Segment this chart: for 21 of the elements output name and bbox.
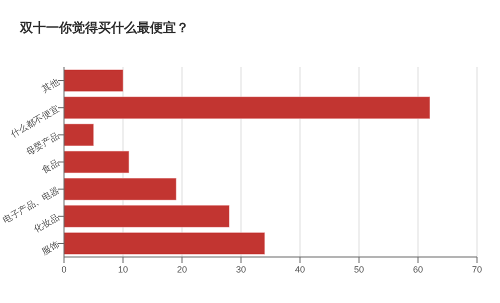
bar bbox=[64, 178, 176, 200]
chart-title: 双十一你觉得买什么最便宜？ bbox=[19, 20, 189, 36]
y-tick-label: 母婴产品 bbox=[24, 130, 61, 158]
x-tick-label: 0 bbox=[61, 264, 67, 274]
x-tick-label: 60 bbox=[412, 264, 424, 274]
y-tick-label: 服饰 bbox=[40, 239, 61, 257]
x-tick-label: 20 bbox=[176, 264, 188, 274]
x-tick-label: 10 bbox=[118, 264, 128, 274]
x-tick-label: 70 bbox=[472, 264, 482, 274]
x-tick-label: 40 bbox=[294, 264, 306, 274]
bar bbox=[64, 124, 94, 146]
y-tick-label: 其他 bbox=[40, 76, 61, 94]
bar bbox=[64, 205, 230, 228]
bar bbox=[64, 232, 265, 255]
x-tick-label: 50 bbox=[354, 264, 364, 274]
bar bbox=[64, 96, 430, 119]
y-tick-label: 食品 bbox=[40, 158, 61, 176]
x-tick-label: 30 bbox=[236, 264, 246, 274]
y-tick-label: 化妆品 bbox=[32, 212, 61, 234]
bar bbox=[64, 69, 124, 92]
bar bbox=[64, 150, 130, 174]
